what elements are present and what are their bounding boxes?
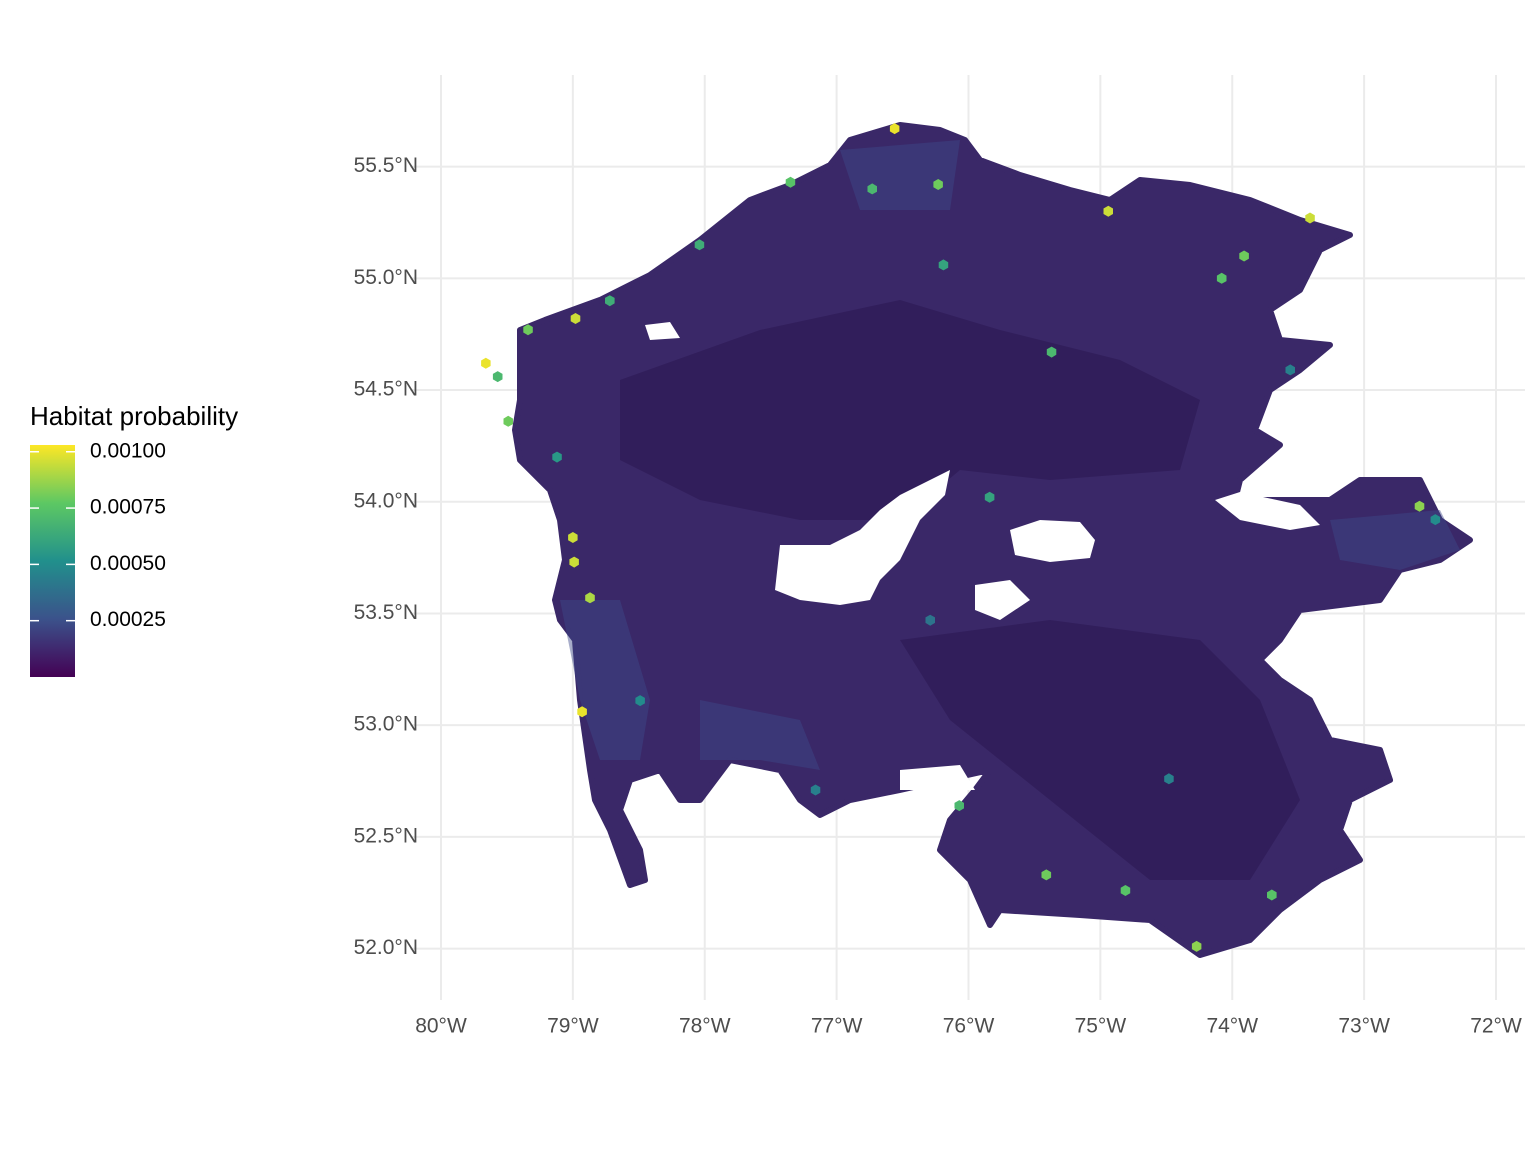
- lake: [645, 322, 1320, 790]
- region-shading: [620, 300, 1300, 880]
- x-tick-label: 72°W: [1470, 1015, 1522, 1038]
- hex-cell: [569, 556, 579, 568]
- region: [512, 122, 1473, 958]
- hex-cell: [1191, 940, 1202, 952]
- hex-cell: [785, 176, 796, 188]
- x-tick-label: 74°W: [1206, 1015, 1258, 1038]
- hex-cell: [570, 313, 581, 324]
- hex-cell: [523, 324, 533, 336]
- y-tick-label: 52.5°N: [354, 824, 418, 847]
- hex-cell: [867, 183, 877, 195]
- hex-cell: [1430, 514, 1441, 526]
- hex-cell: [481, 357, 491, 369]
- colorbar: [30, 445, 75, 677]
- colorbar-label: 0.00075: [90, 496, 166, 519]
- x-tick-label: 80°W: [415, 1015, 467, 1038]
- y-tick-label: 55.0°N: [354, 266, 418, 289]
- y-tick-label: 52.0°N: [354, 936, 418, 959]
- hex-cell: [1414, 500, 1425, 512]
- hex-cell: [1267, 889, 1277, 901]
- hex-cell: [503, 415, 513, 427]
- y-tick-label: 53.0°N: [354, 713, 418, 736]
- hex-cell: [577, 706, 587, 718]
- hex-cell: [1164, 773, 1174, 785]
- hex-cell: [694, 239, 705, 251]
- colorbar-label: 0.00050: [90, 552, 166, 575]
- hex-cell: [889, 123, 900, 135]
- hex-cell: [954, 800, 964, 812]
- y-tick-label: 54.5°N: [354, 378, 418, 401]
- hex-cell: [1103, 205, 1113, 217]
- hex-cell: [1216, 272, 1227, 284]
- x-tick-label: 77°W: [811, 1015, 863, 1038]
- hex-cell: [492, 371, 503, 383]
- x-tick-label: 78°W: [679, 1015, 731, 1038]
- hex-cell: [925, 614, 935, 626]
- hex-cell: [1046, 346, 1057, 358]
- hex-cell: [1305, 212, 1315, 224]
- x-tick-label: 75°W: [1075, 1015, 1127, 1038]
- y-tick-label: 53.5°N: [354, 601, 418, 624]
- y-tick-label: 55.5°N: [354, 154, 418, 177]
- hex-cell: [585, 592, 595, 604]
- hex-cell: [568, 532, 578, 543]
- colorbar-label: 0.00100: [90, 439, 166, 462]
- hex-cell: [1285, 364, 1295, 376]
- hex-cell: [1120, 885, 1131, 896]
- hex-cell: [635, 695, 645, 707]
- hex-cell: [1041, 869, 1052, 881]
- colorbar-label: 0.00025: [90, 608, 166, 631]
- legend-title: Habitat probability: [30, 401, 238, 431]
- region-shape: [512, 122, 1473, 958]
- y-tick-label: 54.0°N: [354, 489, 418, 512]
- x-tick-label: 79°W: [547, 1015, 599, 1038]
- hex-cell: [552, 451, 562, 463]
- hex-cell: [605, 295, 615, 307]
- hex-cell: [984, 491, 995, 503]
- x-tick-label: 76°W: [943, 1015, 995, 1038]
- hex-cell: [810, 784, 821, 796]
- x-tick-label: 73°W: [1338, 1015, 1390, 1038]
- hex-cell: [938, 259, 949, 271]
- hex-cell: [933, 179, 943, 190]
- hex-cell: [1239, 250, 1249, 262]
